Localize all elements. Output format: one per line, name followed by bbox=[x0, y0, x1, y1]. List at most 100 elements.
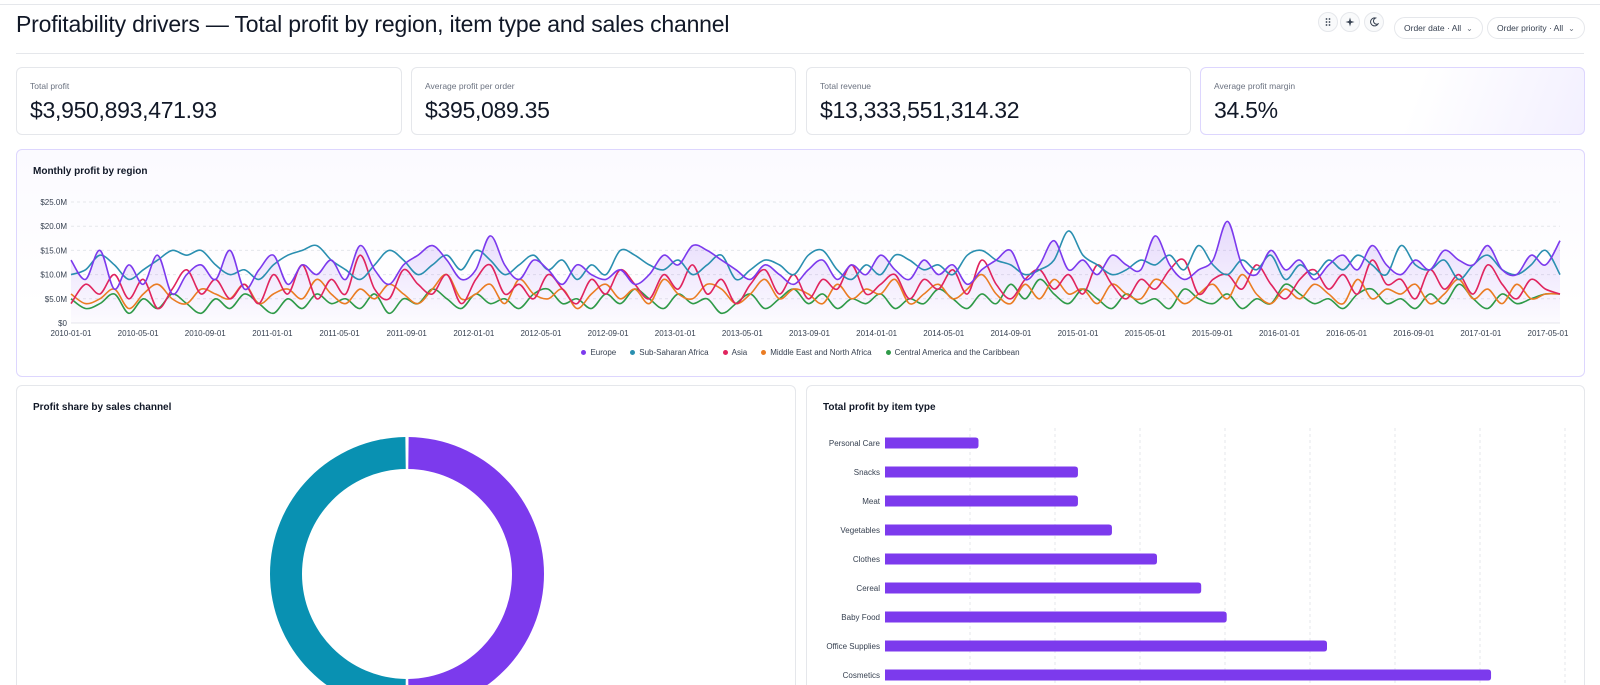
bar-category-label: Baby Food bbox=[841, 613, 880, 622]
x-tick-label: 2011-05-01 bbox=[319, 329, 360, 338]
kpi-card-total-profit: Total profit $3,950,893,471.93 bbox=[16, 67, 402, 135]
x-tick-label: 2014-05-01 bbox=[923, 329, 964, 338]
legend-label: Sub-Saharan Africa bbox=[639, 348, 709, 357]
y-tick-label: $20.0M bbox=[40, 222, 67, 231]
legend-item[interactable]: Middle East and North Africa bbox=[761, 348, 872, 357]
kpi-value: $3,950,893,471.93 bbox=[30, 97, 217, 123]
x-tick-label: 2016-01-01 bbox=[1259, 329, 1300, 338]
x-tick-label: 2012-05-01 bbox=[520, 329, 561, 338]
series-line-asia bbox=[70, 254, 1561, 310]
series-line-middle-east-and-north-africa bbox=[70, 273, 1561, 310]
legend-label: Middle East and North Africa bbox=[770, 348, 872, 357]
order-date-filter[interactable]: Order date · All ⌄ bbox=[1394, 17, 1483, 39]
chevron-down-icon: ⌄ bbox=[1568, 23, 1575, 33]
grid-icon[interactable] bbox=[1318, 12, 1338, 32]
legend-item[interactable]: Sub-Saharan Africa bbox=[630, 348, 709, 357]
kpi-card-average-profit-per-order: Average profit per order $395,089.35 bbox=[411, 67, 796, 135]
series-area-europe bbox=[71, 221, 1560, 323]
line-chart: $0 $5.0M $10.0M $15.0M $20.0M $25.0M 2010-01-0… bbox=[40, 198, 1569, 338]
series-line-sub-saharan-africa bbox=[70, 230, 1561, 281]
legend-dot bbox=[630, 350, 636, 355]
x-tick-label: 2011-01-01 bbox=[252, 329, 293, 338]
kpi-label: Average profit per order bbox=[425, 81, 515, 91]
y-tick-label: $25.0M bbox=[40, 198, 67, 207]
order-priority-filter-label: Order priority · All bbox=[1497, 23, 1564, 33]
legend-label: Asia bbox=[731, 348, 748, 357]
bar-category-label: Office Supplies bbox=[826, 642, 880, 651]
y-tick-label: $10.0M bbox=[40, 271, 67, 280]
series-line-europe bbox=[70, 220, 1561, 296]
page-title: Profitability drivers — Total profit by … bbox=[16, 11, 730, 37]
bar-personal-care bbox=[885, 437, 979, 449]
x-tick-label: 2010-05-01 bbox=[118, 329, 159, 338]
x-tick-label: 2013-05-01 bbox=[722, 329, 763, 338]
y-tick-label: $5.0M bbox=[45, 295, 68, 304]
bar-category-label: Clothes bbox=[853, 555, 880, 564]
kpi-label: Total profit bbox=[30, 81, 70, 91]
kpi-value: $395,089.35 bbox=[425, 97, 550, 123]
x-tick-label: 2013-01-01 bbox=[655, 329, 696, 338]
legend-item[interactable]: Europe bbox=[581, 348, 616, 357]
donut-chart bbox=[270, 437, 544, 685]
header-divider bbox=[16, 53, 1584, 54]
legend-dot bbox=[885, 350, 891, 355]
order-date-filter-label: Order date · All bbox=[1404, 23, 1462, 33]
kpi-label: Total revenue bbox=[820, 81, 872, 91]
bar-clothes bbox=[885, 553, 1157, 565]
x-tick-label: 2013-09-01 bbox=[789, 329, 830, 338]
bar-category-label: Cosmetics bbox=[843, 671, 880, 680]
bar-category-label: Meat bbox=[862, 497, 881, 506]
profit-share-panel: Profit share by sales channel bbox=[16, 385, 796, 685]
legend-dot bbox=[761, 350, 767, 355]
legend-label: Central America and the Caribbean bbox=[894, 348, 1020, 357]
chevron-down-icon: ⌄ bbox=[1466, 23, 1473, 33]
x-tick-label: 2011-09-01 bbox=[387, 329, 428, 338]
legend-item[interactable]: Central America and the Caribbean bbox=[885, 348, 1020, 357]
x-tick-label: 2016-09-01 bbox=[1393, 329, 1434, 338]
x-tick-label: 2017-05-01 bbox=[1528, 329, 1569, 338]
x-tick-label: 2016-05-01 bbox=[1326, 329, 1367, 338]
kpi-value: $13,333,551,314.32 bbox=[820, 97, 1020, 123]
panel-title: Monthly profit by region bbox=[33, 166, 148, 177]
x-tick-label: 2010-09-01 bbox=[185, 329, 226, 338]
sparkle-icon[interactable] bbox=[1340, 12, 1360, 32]
bar-cereal bbox=[885, 582, 1202, 594]
legend-label: Europe bbox=[590, 348, 617, 357]
x-tick-label: 2015-01-01 bbox=[1058, 329, 1099, 338]
x-tick-label: 2014-09-01 bbox=[990, 329, 1031, 338]
x-tick-label: 2015-09-01 bbox=[1192, 329, 1233, 338]
legend-dot bbox=[581, 350, 587, 355]
legend-dot bbox=[722, 350, 728, 355]
bar-category-label: Snacks bbox=[854, 468, 880, 477]
bar-baby-food bbox=[885, 611, 1227, 623]
profit-by-item-type-panel: Total profit by item type Personal Care S… bbox=[806, 385, 1585, 685]
kpi-label: Average profit margin bbox=[1214, 81, 1296, 91]
bar-office-supplies bbox=[885, 640, 1327, 652]
order-priority-filter[interactable]: Order priority · All ⌄ bbox=[1487, 17, 1585, 39]
x-tick-label: 2012-01-01 bbox=[453, 329, 494, 338]
top-border bbox=[0, 4, 1600, 5]
y-tick-label: $15.0M bbox=[40, 246, 67, 255]
bar-chart: Personal Care Snacks Meat Vegetables Clothes… bbox=[826, 428, 1566, 685]
donut-slice-offline bbox=[408, 437, 544, 685]
x-tick-label: 2010-01-01 bbox=[51, 329, 92, 338]
panel-title: Profit share by sales channel bbox=[33, 402, 172, 413]
legend-item[interactable]: Asia bbox=[722, 348, 748, 357]
bar-snacks bbox=[885, 466, 1078, 478]
x-tick-label: 2014-01-01 bbox=[856, 329, 897, 338]
x-tick-label: 2017-01-01 bbox=[1460, 329, 1501, 338]
moon-icon[interactable] bbox=[1364, 12, 1384, 32]
kpi-card-average-profit-margin: Average profit margin 34.5% bbox=[1200, 67, 1585, 135]
series-line-central-america-and-the-caribbean bbox=[70, 278, 1561, 315]
bar-category-label: Vegetables bbox=[840, 526, 880, 535]
x-tick-label: 2015-05-01 bbox=[1125, 329, 1166, 338]
x-tick-label: 2012-09-01 bbox=[588, 329, 629, 338]
bar-category-label: Cereal bbox=[856, 584, 880, 593]
bar-cosmetics bbox=[885, 669, 1492, 681]
donut-slice-online bbox=[270, 437, 406, 685]
line-chart-legend: Europe Sub-Saharan Africa Asia Middle East … bbox=[17, 348, 1584, 357]
monthly-profit-panel: Monthly profit by region $0 $5.0M $10.0M $1… bbox=[16, 149, 1585, 377]
panel-title: Total profit by item type bbox=[823, 402, 936, 413]
bar-meat bbox=[885, 495, 1078, 507]
bar-vegetables bbox=[885, 524, 1112, 536]
